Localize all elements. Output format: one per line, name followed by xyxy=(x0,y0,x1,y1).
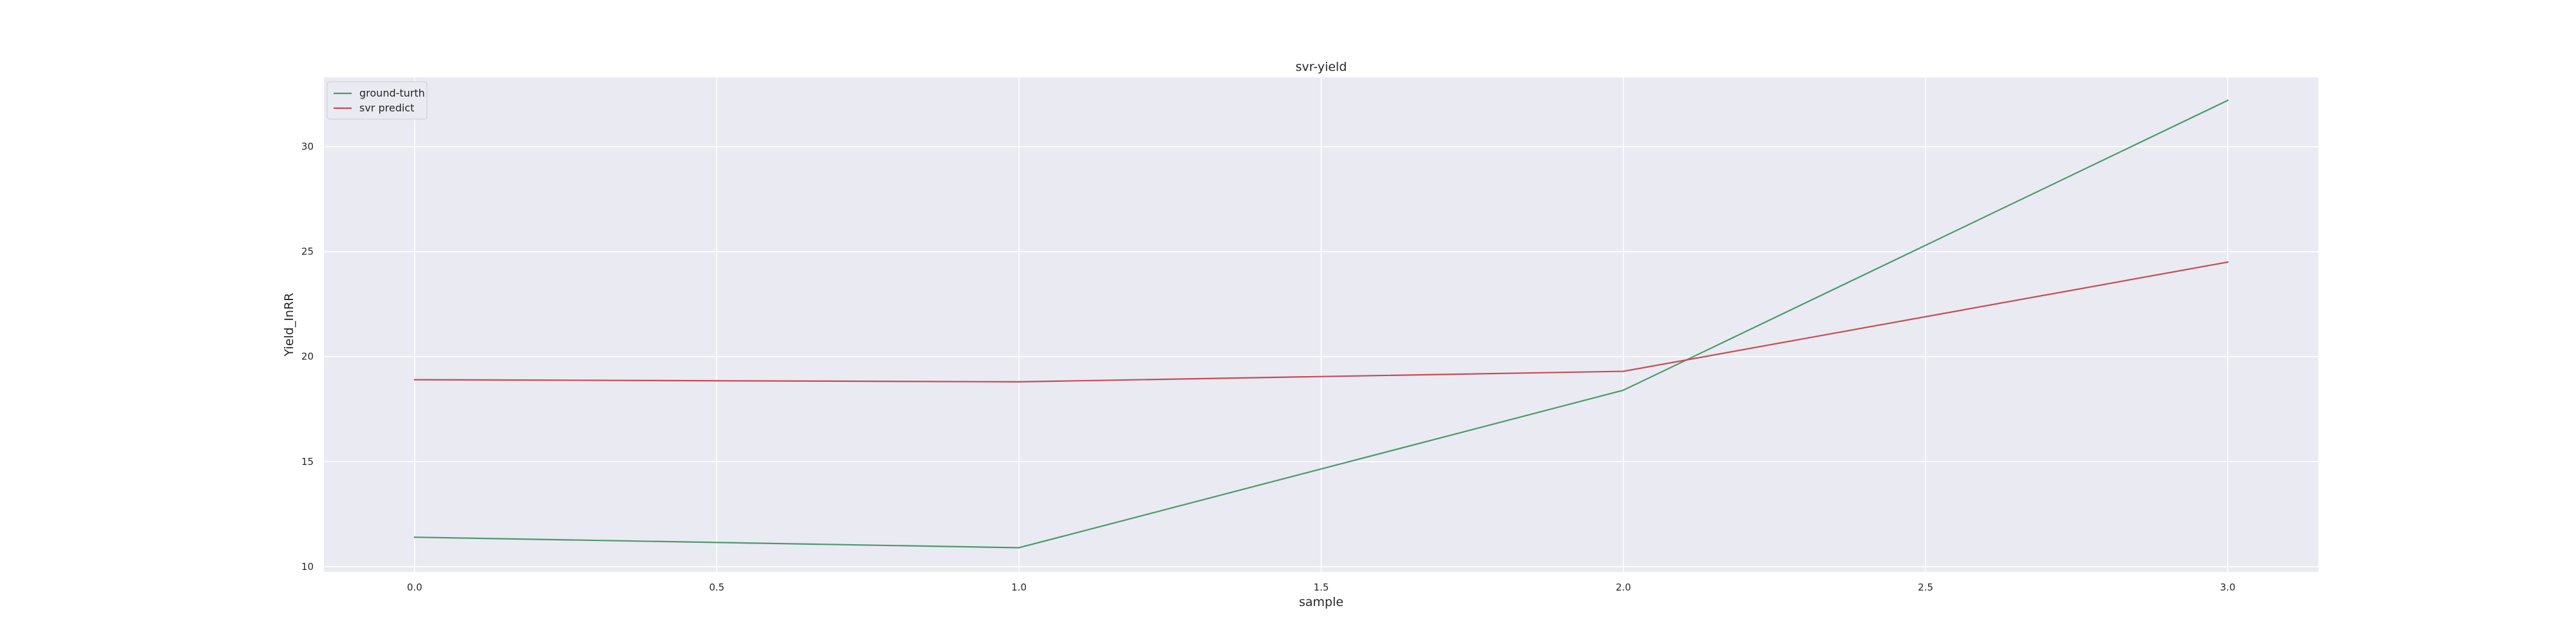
y-tick-label: 30 xyxy=(301,141,314,153)
data-point xyxy=(1622,389,1624,392)
y-tick-label: 25 xyxy=(301,246,314,258)
x-tick-label: 0.0 xyxy=(407,582,422,593)
series-line xyxy=(414,261,2228,383)
grid-lines xyxy=(324,77,2318,572)
x-axis-label: sample xyxy=(1299,595,1343,609)
data-point xyxy=(413,379,415,381)
y-axis-label: Yield_InRR xyxy=(282,293,296,357)
x-tick-label: 2.0 xyxy=(1616,582,1631,593)
legend-label: ground-turth xyxy=(359,87,425,99)
data-point xyxy=(1018,381,1020,383)
y-tick-label: 20 xyxy=(301,351,314,363)
data-point xyxy=(2227,99,2229,102)
x-tick-label: 1.0 xyxy=(1011,582,1027,593)
legend: ground-turth svr predict xyxy=(327,81,428,120)
y-axis-ticks: 10 15 20 25 30 xyxy=(301,141,314,573)
y-tick-label: 10 xyxy=(301,561,314,573)
data-point xyxy=(1018,547,1020,549)
legend-box xyxy=(327,81,428,120)
series-line xyxy=(414,99,2228,549)
legend-label: svr predict xyxy=(359,102,414,114)
x-tick-label: 3.0 xyxy=(2220,582,2235,593)
y-tick-label: 15 xyxy=(301,456,314,468)
data-point xyxy=(1622,370,1624,372)
x-tick-label: 0.5 xyxy=(709,582,724,593)
chart-title: svr-yield xyxy=(1296,60,1347,74)
data-point xyxy=(2227,261,2229,263)
x-tick-label: 1.5 xyxy=(1314,582,1329,593)
x-axis-ticks: 0.0 0.5 1.0 1.5 2.0 2.5 3.0 xyxy=(407,582,2235,593)
x-tick-label: 2.5 xyxy=(1918,582,1933,593)
data-point xyxy=(413,536,415,538)
series-layer xyxy=(413,99,2229,549)
